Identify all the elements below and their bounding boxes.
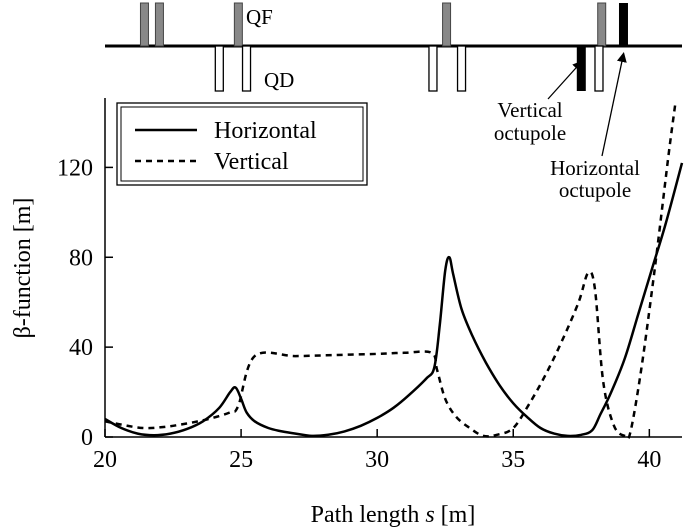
x-ticks: 20 25 30 35 40 [93, 429, 661, 473]
qf-magnet [139, 2, 149, 47]
vertical-octupole-label-line1: Vertical [497, 98, 562, 122]
vertical-octupole-arrow [547, 60, 583, 100]
y-tick-label: 120 [57, 155, 93, 181]
legend-box-outer [116, 102, 368, 186]
legend: Horizontal Vertical [116, 102, 368, 186]
qd-magnets [214, 45, 604, 92]
qd-magnet [241, 45, 252, 92]
qf-magnet [442, 2, 452, 47]
legend-box-inner [120, 106, 364, 182]
series-line-vertical [104, 104, 677, 441]
legend-vertical-label: Vertical [214, 149, 289, 175]
x-tick-label: 35 [501, 447, 525, 473]
qd-magnet [594, 45, 604, 92]
legend-horizontal-label: Horizontal [214, 118, 317, 144]
qd-label: QD [264, 68, 294, 92]
series-line-horizontal [104, 162, 684, 438]
x-tick-label: 25 [229, 447, 253, 473]
vertical-octupole-label-line2: octupole [494, 121, 566, 145]
x-tick-label: 20 [93, 447, 117, 473]
vertical-octupole-magnet [576, 46, 586, 91]
x-tick-label: 30 [365, 447, 389, 473]
plot-area: 20 25 30 35 40 0 40 80 120 [57, 98, 684, 473]
qf-magnet [154, 2, 164, 47]
x-axis-label: Path length s [m] [311, 502, 476, 528]
y-tick-label: 80 [69, 245, 93, 271]
octupole-annotations: Vertical octupole Horizontal octupole [494, 52, 640, 202]
horizontal-octupole-arrow [601, 52, 627, 157]
qf-magnet [597, 2, 607, 47]
qf-magnets [139, 2, 607, 47]
y-ticks: 0 40 80 120 [57, 155, 113, 451]
qf-magnet [233, 2, 243, 47]
y-tick-label: 40 [69, 335, 93, 361]
horizontal-octupole-magnet [618, 3, 628, 46]
horizontal-octupole-label-line1: Horizontal [550, 156, 640, 180]
qf-label: QF [246, 5, 273, 29]
qd-magnet [456, 45, 467, 92]
curves [104, 104, 684, 441]
y-axis-label: β-function [m] [10, 198, 36, 339]
x-tick-label: 40 [637, 447, 661, 473]
qd-magnet [214, 45, 224, 92]
lattice-diagram: QF QD [105, 2, 682, 92]
horizontal-octupole-label-line2: octupole [559, 178, 631, 202]
qd-magnet [428, 45, 438, 92]
y-tick-label: 0 [81, 425, 93, 451]
